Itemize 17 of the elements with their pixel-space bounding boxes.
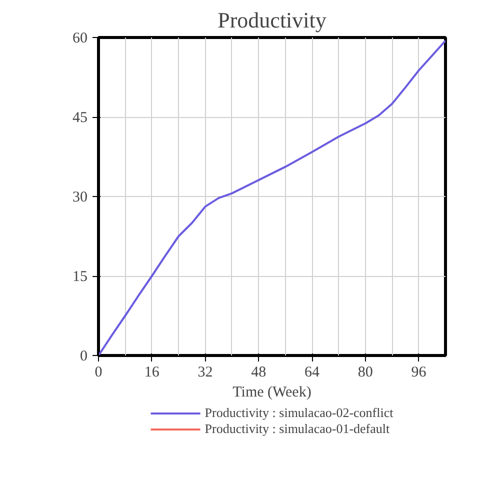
y-tick-label: 30 bbox=[72, 190, 88, 206]
legend-label: Productivity : simulacao-02-conflict bbox=[204, 405, 394, 421]
x-tick-label: 32 bbox=[198, 364, 213, 380]
x-axis-title: Time (Week) bbox=[232, 384, 312, 400]
line-series bbox=[98, 40, 446, 356]
legend-label: Productivity : simulacao-01-default bbox=[204, 421, 390, 437]
chart-title: Productivity bbox=[218, 8, 326, 32]
x-tick-label: 96 bbox=[411, 364, 427, 380]
x-tick-label: 80 bbox=[358, 364, 373, 380]
y-tick-label: 15 bbox=[72, 269, 88, 285]
y-tick-label: 0 bbox=[80, 348, 88, 364]
x-tick-label: 48 bbox=[251, 364, 266, 380]
x-tick-label: 16 bbox=[144, 364, 160, 380]
y-tick-label: 60 bbox=[72, 30, 88, 46]
y-tick-label: 45 bbox=[72, 110, 88, 126]
x-tick-label: 0 bbox=[94, 364, 102, 380]
x-tick-label: 64 bbox=[304, 364, 320, 380]
